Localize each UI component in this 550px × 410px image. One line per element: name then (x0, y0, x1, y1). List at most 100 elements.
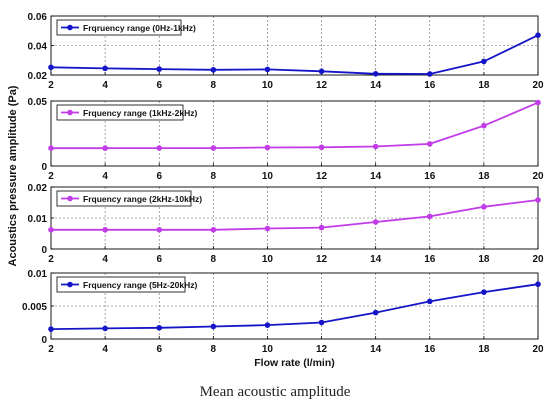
figure-caption: Mean acoustic amplitude (199, 384, 351, 400)
x-tick-label: 6 (156, 80, 162, 91)
x-tick-label: 8 (211, 171, 217, 182)
panel-3: 2 4 6 8 10 12 14 16 18 20 0 0.01 0.02 Frquency range … (28, 183, 544, 265)
data-point (426, 141, 433, 147)
data-point (481, 122, 487, 129)
x-tick-label: 18 (478, 171, 490, 182)
series-line (50, 283, 539, 330)
data-point (535, 281, 541, 288)
data-point (156, 145, 163, 151)
y-axis-label: Acoustics pressure amplitude (Pa) (7, 85, 19, 266)
x-tick-label: 2 (48, 344, 54, 355)
legend-marker (67, 195, 73, 202)
data-point (264, 322, 271, 328)
y-tick-label: 0.02 (28, 183, 48, 194)
x-tick-label: 10 (262, 171, 274, 182)
series-line (51, 199, 539, 231)
figure-panels: Acoustics pressure amplitude (Pa) 2 4 6 8 10… (7, 12, 544, 369)
x-tick-label: 2 (48, 171, 54, 182)
data-point (48, 226, 54, 233)
legend-label: Frquency range (5Hz-20kHz) (83, 280, 197, 290)
data-point (481, 58, 487, 65)
x-tick-label: 20 (532, 254, 544, 265)
data-point (156, 226, 163, 233)
legend-box (56, 276, 186, 293)
series-line (51, 101, 539, 150)
x-tick-label: 12 (316, 80, 328, 91)
x-tick-label: 10 (262, 80, 274, 91)
x-tick-label: 16 (424, 254, 436, 265)
x-tick-label: 8 (211, 344, 217, 355)
x-tick-label: 10 (262, 344, 274, 355)
data-point (481, 204, 487, 210)
data-point (48, 145, 54, 151)
legend-label: Frquency range (1kHz-2kHz) (83, 108, 197, 118)
data-point (264, 225, 271, 232)
data-point (102, 145, 108, 151)
data-point (210, 226, 217, 233)
x-tick-label: 4 (102, 171, 108, 182)
data-point (535, 99, 541, 106)
data-point (372, 309, 379, 316)
data-point (426, 71, 433, 77)
legend-box (56, 104, 184, 121)
legend-marker (67, 281, 73, 288)
data-point (102, 65, 108, 72)
axes-frame (50, 186, 539, 250)
x-tick-label: 2 (48, 80, 54, 91)
legend-box (56, 19, 182, 36)
panel-2: 2 4 6 8 10 12 14 16 18 20 0 0.05 Frquency range (1kH… (28, 97, 544, 182)
x-tick-label: 20 (532, 171, 544, 182)
data-point (48, 326, 54, 332)
y-tick-label: 0 (41, 162, 47, 173)
data-point (372, 219, 379, 225)
x-tick-label: 4 (102, 344, 108, 355)
x-tick-label: 6 (156, 344, 162, 355)
data-point (210, 145, 217, 151)
y-tick-label: 0 (41, 245, 47, 256)
x-tick-label: 6 (156, 254, 162, 265)
data-point (318, 224, 325, 231)
data-point (318, 68, 325, 75)
panel-1: 2 4 6 8 10 12 14 16 18 20 0.02 0.04 0.06 Frqruency ra… (28, 12, 544, 91)
data-point (481, 289, 487, 295)
x-tick-label: 4 (102, 80, 108, 91)
data-point (102, 226, 108, 233)
data-point (426, 298, 433, 305)
x-tick-label: 8 (211, 80, 217, 91)
x-tick-label: 14 (370, 171, 382, 182)
y-tick-label: 0.06 (28, 12, 48, 23)
data-point (210, 323, 217, 330)
y-tick-label: 0.02 (28, 71, 48, 82)
series-line (50, 34, 539, 75)
x-tick-label: 18 (478, 80, 490, 91)
x-tick-label: 8 (211, 254, 217, 265)
data-point (210, 67, 217, 73)
x-tick-label: 2 (48, 254, 54, 265)
x-tick-label: 12 (316, 254, 328, 265)
x-tick-label: 12 (316, 171, 328, 182)
x-tick-label: 6 (156, 171, 162, 182)
data-point (372, 71, 379, 77)
data-point (156, 324, 163, 331)
legend-label: Frquency range (2kHz-10kHz) (83, 194, 202, 204)
x-axis-label: Flow rate (l/min) (254, 357, 335, 369)
x-tick-label: 16 (424, 171, 436, 182)
y-tick-label: 0.005 (22, 302, 47, 313)
data-point (535, 197, 541, 203)
data-point (318, 144, 325, 151)
y-tick-label: 0.01 (28, 269, 48, 280)
legend-marker (67, 24, 73, 31)
data-point (102, 325, 108, 332)
axes-frame (50, 15, 539, 76)
axes-frame (50, 100, 539, 167)
x-tick-label: 18 (478, 344, 490, 355)
x-tick-label: 16 (424, 80, 436, 91)
x-tick-label: 4 (102, 254, 108, 265)
data-point (426, 213, 433, 220)
y-tick-label: 0.01 (28, 214, 48, 225)
x-tick-label: 14 (370, 80, 382, 91)
x-tick-label: 12 (316, 344, 328, 355)
data-point (372, 143, 379, 150)
data-point (318, 319, 325, 326)
data-point (264, 144, 271, 151)
